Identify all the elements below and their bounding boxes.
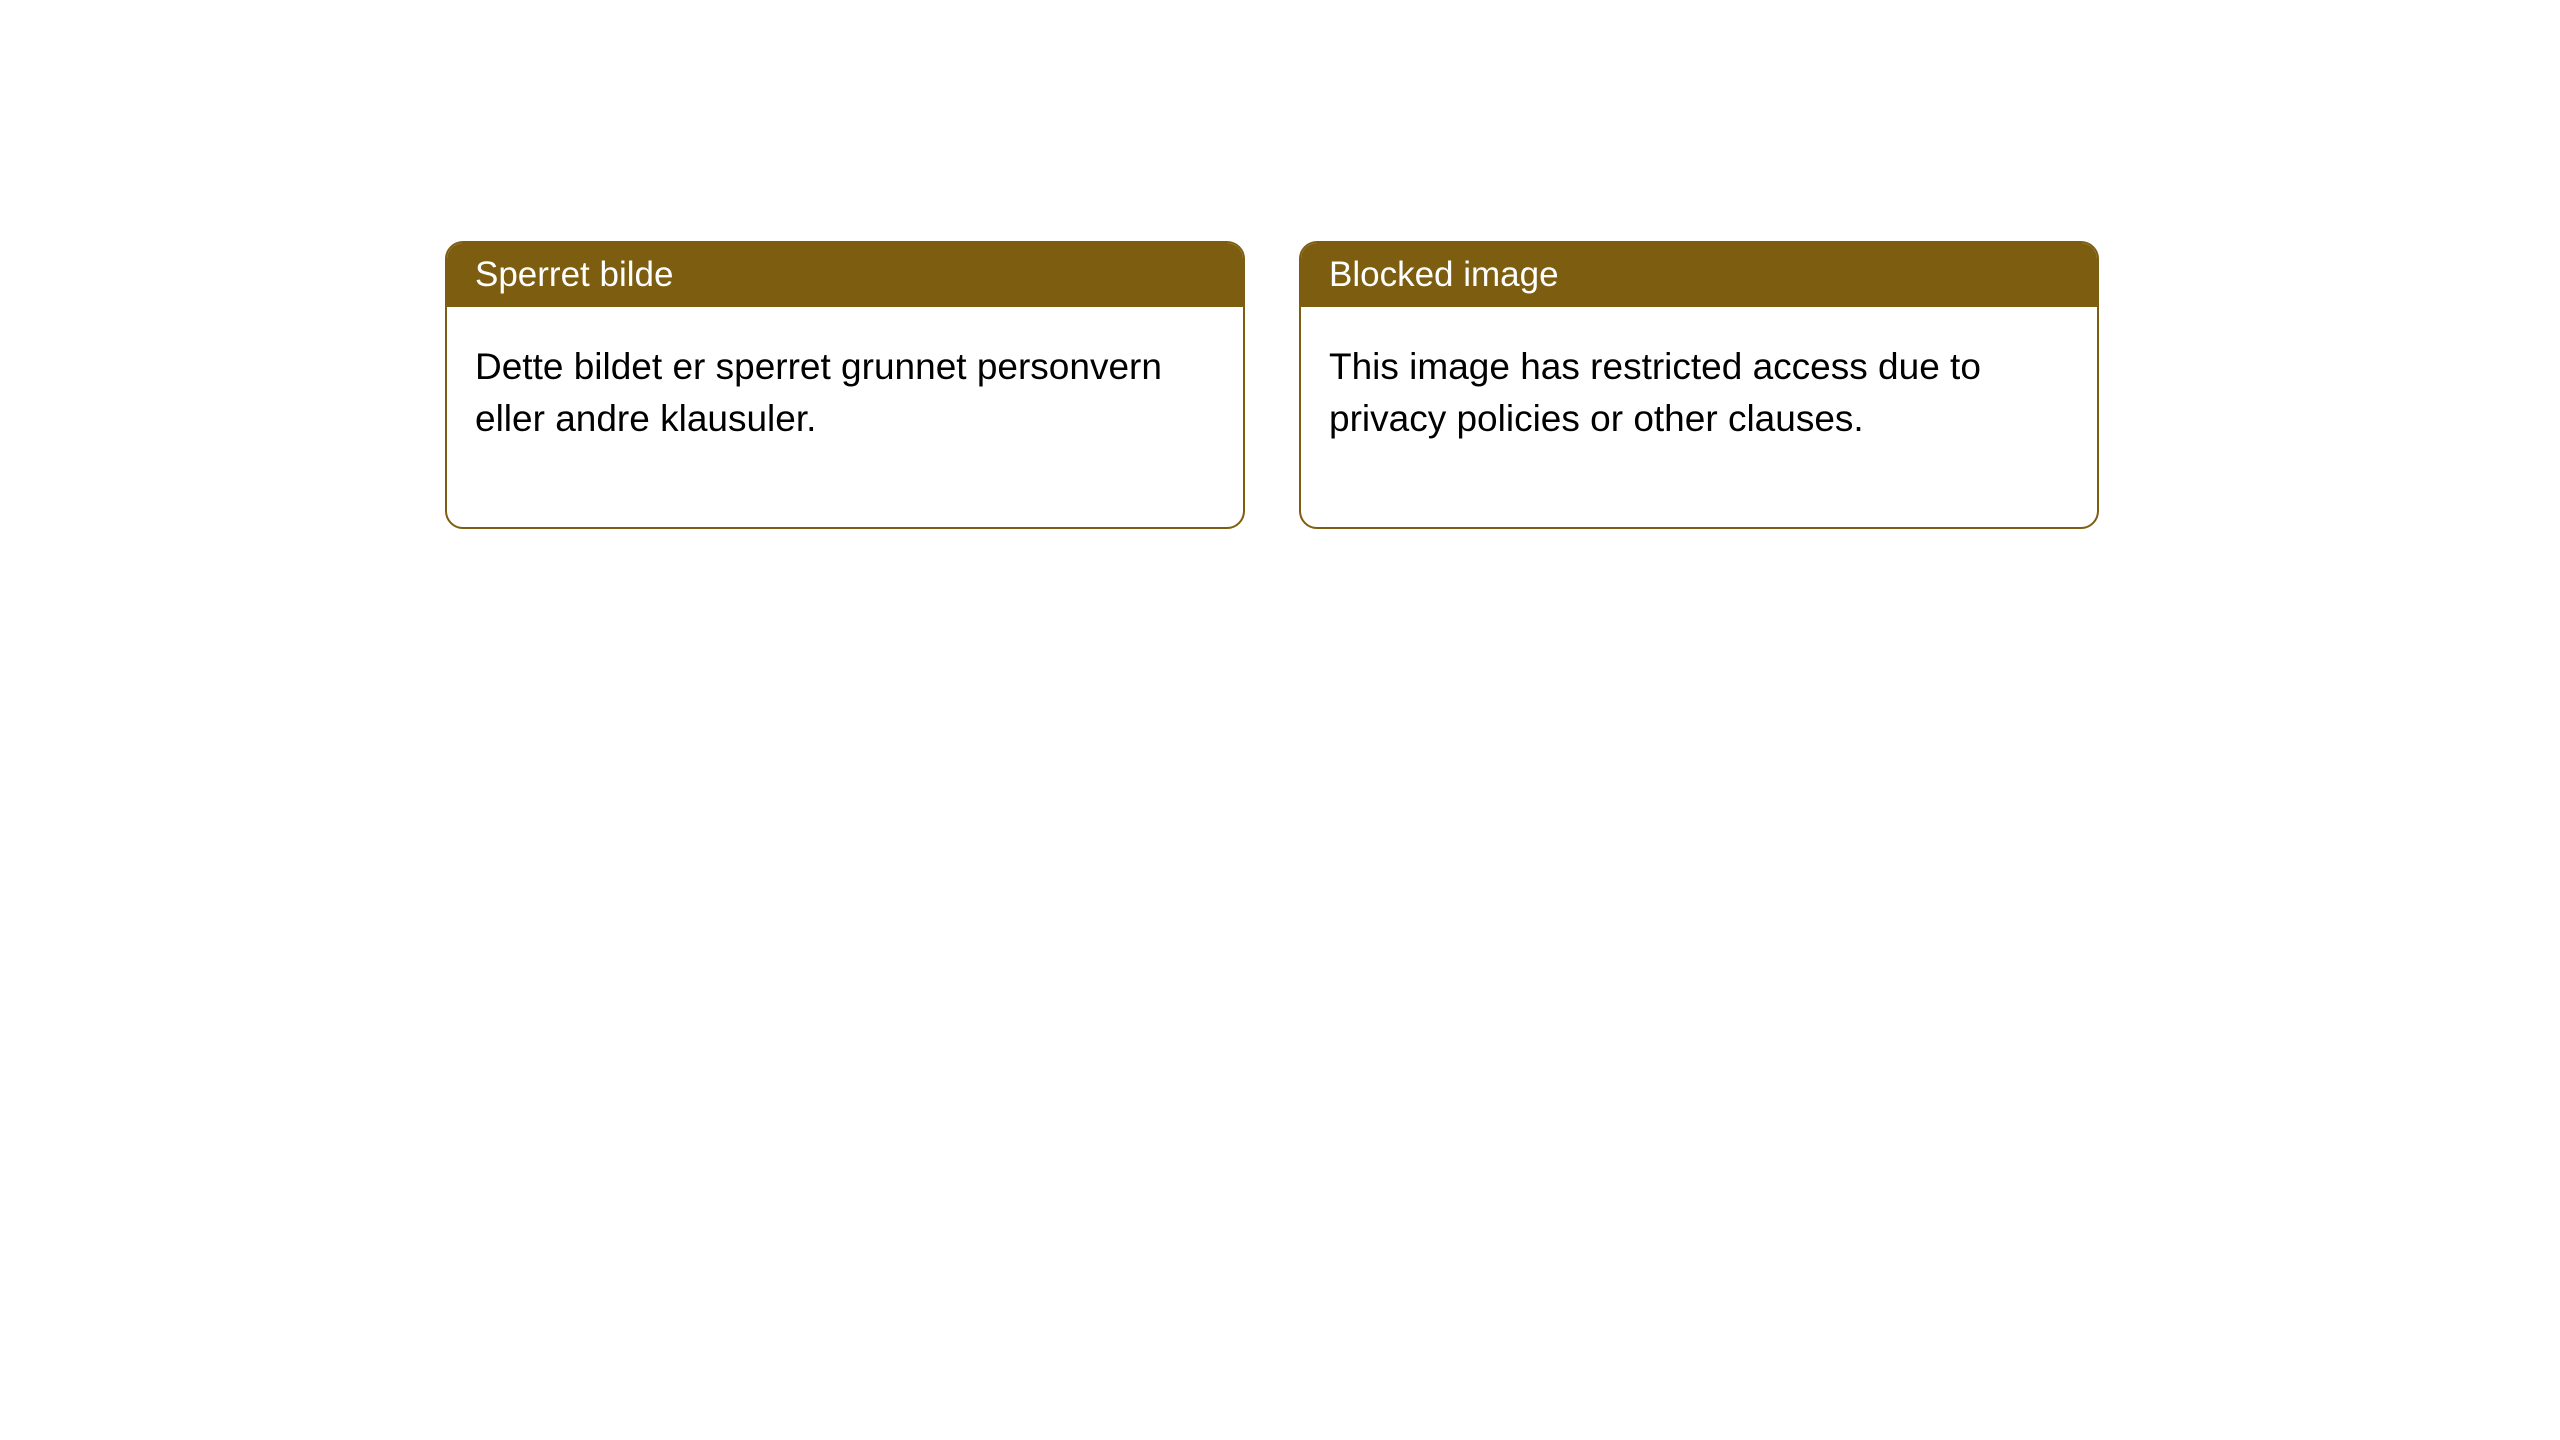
card-body-text: Dette bildet er sperret grunnet personve… xyxy=(475,346,1162,439)
card-title: Sperret bilde xyxy=(475,255,673,294)
card-title: Blocked image xyxy=(1329,255,1559,294)
card-body-text: This image has restricted access due to … xyxy=(1329,346,1981,439)
blocked-image-card-en: Blocked image This image has restricted … xyxy=(1299,241,2099,529)
blocked-image-card-no: Sperret bilde Dette bildet er sperret gr… xyxy=(445,241,1245,529)
card-body: Dette bildet er sperret grunnet personve… xyxy=(447,307,1243,527)
card-header: Sperret bilde xyxy=(447,243,1243,307)
card-header: Blocked image xyxy=(1301,243,2097,307)
cards-container: Sperret bilde Dette bildet er sperret gr… xyxy=(445,241,2099,529)
card-body: This image has restricted access due to … xyxy=(1301,307,2097,527)
